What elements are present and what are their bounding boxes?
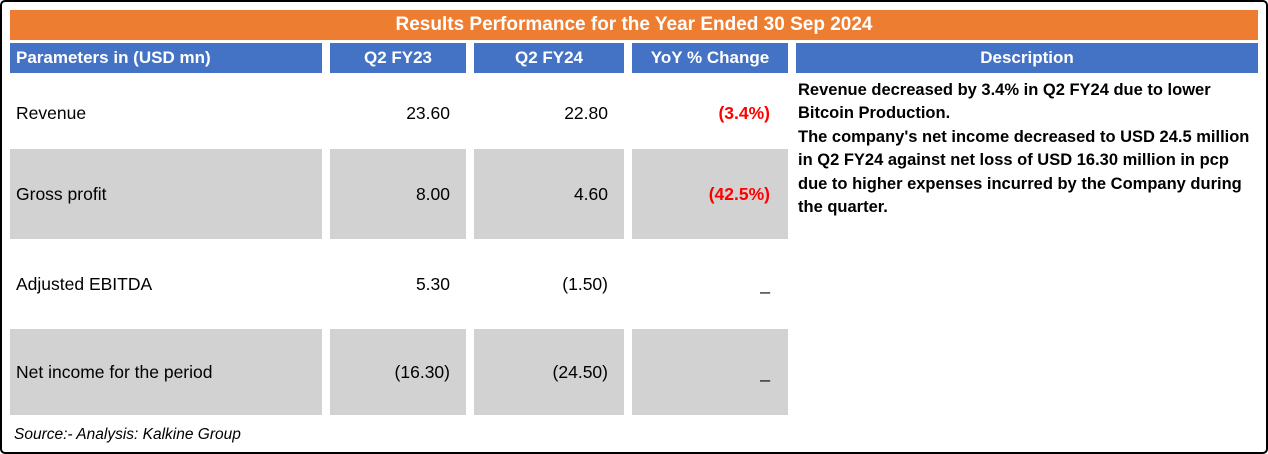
row-parameter-net-income: Net income for the period [10, 329, 322, 415]
cell-gross-profit-q2fy24: 4.60 [474, 149, 624, 239]
cell-net-income-q2fy24: (24.50) [474, 329, 624, 415]
column-header-q2fy24: Q2 FY24 [474, 43, 624, 73]
cell-gross-profit-q2fy23: 8.00 [330, 149, 466, 239]
description-paragraph-2: The company's net income decreased to US… [798, 127, 1250, 217]
description-cell: Revenue decreased by 3.4% in Q2 FY24 due… [796, 77, 1258, 415]
cell-gross-profit-yoy: (42.5%) [632, 149, 788, 239]
cell-revenue-q2fy23: 23.60 [330, 77, 466, 149]
results-table: Parameters in (USD mn) Q2 FY23 Q2 FY24 Y… [10, 43, 1258, 415]
cell-adjusted-ebitda-q2fy24: (1.50) [474, 239, 624, 329]
row-parameter-revenue: Revenue [10, 77, 322, 149]
column-header-yoy-change: YoY % Change [632, 43, 788, 73]
cell-revenue-q2fy24: 22.80 [474, 77, 624, 149]
column-header-q2fy23: Q2 FY23 [330, 43, 466, 73]
column-header-parameters: Parameters in (USD mn) [10, 43, 322, 73]
description-paragraph-1: Revenue decreased by 3.4% in Q2 FY24 due… [798, 81, 1211, 123]
source-attribution: Source:- Analysis: Kalkine Group [14, 426, 241, 443]
cell-adjusted-ebitda-yoy: _ [632, 239, 788, 329]
row-parameter-adjusted-ebitda: Adjusted EBITDA [10, 239, 322, 329]
cell-net-income-q2fy23: (16.30) [330, 329, 466, 415]
row-parameter-gross-profit: Gross profit [10, 149, 322, 239]
cell-revenue-yoy: (3.4%) [632, 77, 788, 149]
column-header-description: Description [796, 43, 1258, 73]
figure-title: Results Performance for the Year Ended 3… [10, 10, 1258, 40]
cell-adjusted-ebitda-q2fy23: 5.30 [330, 239, 466, 329]
cell-net-income-yoy: _ [632, 329, 788, 415]
